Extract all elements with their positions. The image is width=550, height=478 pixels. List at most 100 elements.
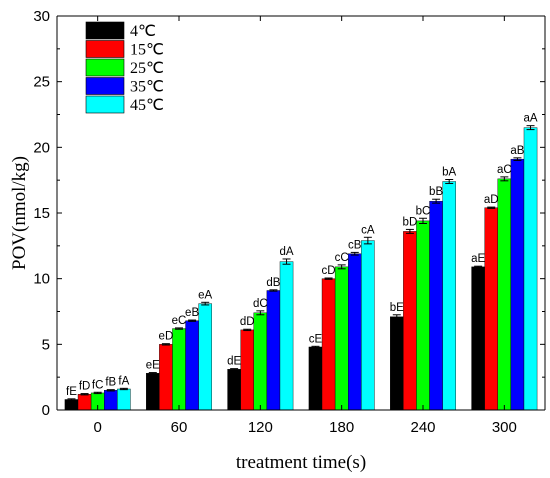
error-bar [500, 176, 509, 182]
significance-label: dC [253, 298, 268, 310]
significance-label: dE [227, 356, 241, 368]
legend-swatch [85, 21, 125, 40]
error-bar [405, 228, 414, 234]
legend-swatch [85, 77, 125, 95]
y-tick-label: 25 [33, 74, 50, 91]
bar-1-240 [390, 316, 404, 411]
significance-label: eD [159, 331, 174, 343]
significance-label: dA [279, 246, 293, 258]
error-bar [474, 265, 483, 269]
y-tick-label: 5 [42, 336, 50, 353]
x-tick-label: 300 [492, 419, 517, 436]
significance-label: bC [416, 205, 431, 217]
significance-label: bA [442, 167, 456, 179]
significance-label: fD [79, 381, 91, 393]
error-bar [93, 391, 102, 395]
significance-label: eE [146, 360, 160, 372]
bar-4-180 [348, 253, 362, 411]
significance-label: bB [429, 186, 443, 198]
y-tick-label: 20 [33, 139, 50, 156]
significance-label: aB [510, 145, 524, 157]
error-bar [161, 343, 170, 346]
significance-label: bE [390, 302, 404, 314]
bar-4-0 [104, 390, 118, 411]
bar-5-240 [442, 181, 456, 411]
error-bar [243, 328, 252, 332]
significance-label: cD [322, 265, 336, 277]
legend-swatch [85, 95, 125, 114]
significance-label: cC [335, 252, 349, 264]
error-bar [282, 258, 291, 265]
bar-2-0 [77, 394, 92, 411]
x-axis-title: treatment time(s) [236, 452, 366, 473]
bar-2-300 [484, 207, 498, 411]
bar-1-180 [308, 346, 323, 411]
bar-3-60 [172, 328, 186, 411]
error-bar [363, 236, 372, 245]
significance-label: fE [66, 386, 77, 398]
error-bar [201, 301, 210, 306]
bar-4-300 [510, 158, 525, 411]
x-tick-label: 120 [248, 419, 273, 436]
bar-3-240 [416, 220, 430, 411]
significance-label: eA [198, 289, 212, 301]
bar-1-60 [146, 373, 160, 411]
bar-5-0 [117, 388, 131, 411]
bar-4-60 [185, 320, 199, 411]
error-bar [175, 327, 183, 330]
bar-3-300 [497, 178, 512, 411]
error-bar [350, 251, 359, 256]
significance-label: cA [361, 224, 375, 236]
bar-1-0 [64, 399, 79, 411]
significance-label: fA [118, 375, 129, 387]
bar-2-60 [159, 344, 173, 411]
significance-label: fB [105, 377, 116, 389]
y-tick-label: 0 [42, 402, 50, 419]
error-bar [106, 389, 115, 392]
error-bar [311, 345, 320, 349]
error-bar [148, 372, 157, 375]
legend-swatch [85, 58, 125, 77]
error-bar [269, 289, 278, 292]
y-axis-title: POV(nmol/kg) [9, 156, 30, 270]
significance-label: dB [266, 277, 280, 289]
error-bar [445, 179, 454, 184]
legend-label: 35℃ [130, 79, 164, 96]
bar-4-120 [266, 290, 281, 411]
bar-4-240 [429, 200, 443, 411]
x-tick-label: 240 [410, 419, 435, 436]
legend-label: 15℃ [130, 42, 164, 59]
x-tick-label: 180 [329, 419, 354, 436]
legend-label: 4℃ [130, 23, 156, 40]
y-tick-label: 30 [33, 8, 50, 25]
error-bar [256, 310, 265, 316]
bars-layer [64, 125, 538, 411]
significance-label: eC [172, 315, 187, 327]
bar-3-180 [334, 266, 349, 411]
legend-label: 45℃ [130, 97, 164, 114]
significance-label: cB [348, 239, 362, 251]
error-bar [513, 157, 522, 161]
error-bar [80, 393, 89, 396]
significance-label: aD [484, 194, 499, 206]
significance-label: dD [240, 316, 255, 328]
significance-label: aE [471, 253, 485, 265]
bar-1-300 [471, 266, 485, 411]
bar-3-120 [253, 312, 268, 411]
error-bar [526, 125, 535, 131]
significance-label: eB [185, 307, 199, 319]
error-bar [324, 277, 333, 280]
significance-label: bD [403, 216, 418, 228]
significance-label: cE [309, 333, 323, 345]
significance-label: aA [523, 113, 537, 125]
legend: 4℃ 15℃25℃ 35℃45℃ [85, 21, 164, 114]
error-bar [337, 264, 346, 270]
error-bar [230, 368, 239, 371]
bar-1-120 [227, 369, 241, 411]
bar-2-240 [403, 231, 417, 411]
bar-2-120 [240, 329, 254, 411]
significance-label: aC [497, 164, 512, 176]
x-tick-label: 60 [171, 419, 188, 436]
